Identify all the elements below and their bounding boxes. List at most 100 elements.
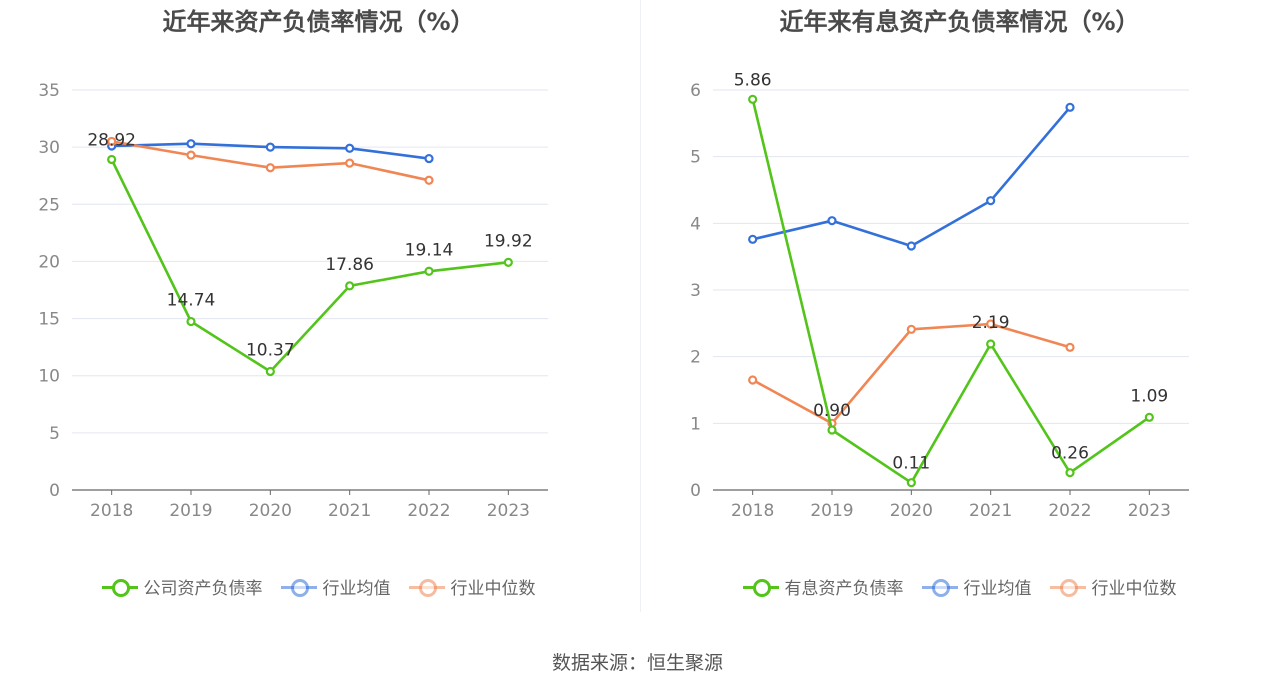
y-tick-label: 3 bbox=[690, 281, 701, 301]
data-label: 0.90 bbox=[813, 401, 851, 421]
x-tick-label: 2023 bbox=[1128, 501, 1171, 521]
chart-title: 近年来资产负债率情况（%） bbox=[162, 8, 475, 36]
x-tick-label: 2021 bbox=[328, 501, 371, 521]
panel-divider bbox=[640, 0, 641, 612]
data-point bbox=[186, 139, 196, 149]
data-point bbox=[345, 158, 355, 168]
data-label: 28.92 bbox=[87, 130, 136, 150]
legend-marker-icon bbox=[742, 577, 779, 597]
legend-label: 行业均值 bbox=[963, 579, 1032, 599]
y-tick-label: 25 bbox=[38, 195, 60, 215]
data-point bbox=[1065, 342, 1075, 352]
data-point bbox=[265, 142, 275, 152]
legend-label: 行业中位数 bbox=[450, 579, 536, 599]
chart-legend: 有息资产负债率 行业均值 行业中位数 bbox=[641, 574, 1275, 599]
data-point bbox=[345, 143, 355, 153]
data-point bbox=[107, 154, 117, 165]
data-point bbox=[827, 216, 837, 226]
data-point bbox=[906, 241, 916, 251]
data-point bbox=[107, 136, 117, 147]
x-tick-label: 2020 bbox=[890, 501, 933, 521]
legend-item[interactable]: 有息资产负债率 bbox=[742, 574, 904, 599]
y-tick-label: 5 bbox=[49, 424, 60, 444]
y-tick-label: 10 bbox=[38, 367, 60, 387]
x-tick-label: 2018 bbox=[90, 501, 133, 521]
legend-item[interactable]: 行业中位数 bbox=[1049, 574, 1177, 599]
data-source-footer: 数据来源：恒生聚源 bbox=[551, 652, 723, 674]
series-line bbox=[752, 106, 1071, 248]
y-tick-label: 30 bbox=[38, 138, 60, 158]
data-label: 19.14 bbox=[405, 240, 454, 260]
x-tick-label: 2019 bbox=[810, 501, 853, 521]
data-point bbox=[345, 281, 355, 291]
chart-svg-interest-liability: 0 1 2 3 4 5 6 2018 2019 2020 2021 2022 2023 5.86 0.90 0… bbox=[690, 70, 1189, 521]
data-point bbox=[424, 175, 434, 185]
y-tick-label: 15 bbox=[38, 310, 60, 330]
data-point bbox=[986, 339, 996, 349]
data-point bbox=[986, 319, 996, 329]
chart-legend: 公司资产负债率 行业均值 行业中位数 bbox=[0, 574, 637, 599]
data-point bbox=[424, 153, 434, 164]
data-label: 0.26 bbox=[1051, 444, 1089, 464]
y-tick-label: 20 bbox=[38, 252, 60, 272]
legend-label: 公司资产负债率 bbox=[143, 579, 263, 599]
legend-marker-icon bbox=[280, 577, 317, 597]
data-point bbox=[1144, 412, 1154, 422]
legend-item[interactable]: 行业中位数 bbox=[408, 574, 536, 599]
data-point bbox=[1065, 102, 1075, 112]
series-line bbox=[110, 158, 509, 373]
legend-marker-icon bbox=[101, 577, 138, 597]
legend-item[interactable]: 行业均值 bbox=[280, 574, 391, 599]
y-tick-label: 0 bbox=[690, 481, 701, 501]
y-tick-label: 35 bbox=[38, 81, 60, 101]
x-tick-label: 2022 bbox=[1048, 501, 1091, 521]
legend-marker-icon bbox=[1049, 577, 1086, 597]
data-label: 1.09 bbox=[1130, 386, 1168, 406]
legend-marker-icon bbox=[921, 577, 958, 597]
legend-label: 有息资产负债率 bbox=[784, 579, 904, 599]
data-label: 2.19 bbox=[972, 313, 1010, 333]
y-tick-label: 2 bbox=[690, 348, 701, 368]
data-point bbox=[906, 478, 916, 488]
data-point bbox=[906, 324, 916, 334]
data-point bbox=[424, 266, 434, 276]
y-tick-label: 4 bbox=[690, 214, 701, 234]
x-tick-label: 2020 bbox=[249, 501, 292, 521]
series-line bbox=[751, 98, 1151, 484]
chart-svg-asset-liability: 0 5 10 15 20 25 30 35 2018 2019 2020 2021 2022 2023 28… bbox=[38, 81, 548, 521]
data-point bbox=[503, 257, 513, 267]
data-point bbox=[265, 366, 275, 377]
chart-title: 近年来有息资产负债率情况（%） bbox=[779, 8, 1140, 36]
x-tick-label: 2021 bbox=[969, 501, 1012, 521]
legend-item[interactable]: 行业均值 bbox=[921, 574, 1032, 599]
data-label: 19.92 bbox=[484, 231, 533, 251]
data-label: 10.37 bbox=[246, 340, 295, 360]
chart-panel-interest-liability: 0 1 2 3 4 5 6 2018 2019 2020 2021 2022 2023 5.86 0.90 0… bbox=[641, 0, 1275, 620]
legend-item[interactable]: 公司资产负债率 bbox=[101, 574, 263, 599]
x-tick-label: 2022 bbox=[407, 501, 450, 521]
x-tick-label: 2019 bbox=[169, 501, 212, 521]
data-point bbox=[748, 94, 758, 104]
data-point bbox=[827, 425, 837, 435]
series-line bbox=[752, 322, 1071, 425]
legend-marker-icon bbox=[408, 577, 445, 597]
data-label: 14.74 bbox=[167, 291, 216, 311]
chart-panel-asset-liability: 0 5 10 15 20 25 30 35 2018 2019 2020 2021 2022 2023 28… bbox=[0, 0, 637, 620]
data-point bbox=[986, 196, 996, 206]
legend-label: 行业均值 bbox=[322, 579, 391, 599]
y-tick-label: 1 bbox=[690, 414, 701, 434]
data-point bbox=[265, 163, 275, 173]
x-tick-label: 2023 bbox=[487, 501, 530, 521]
data-label: 17.86 bbox=[325, 255, 374, 275]
x-tick-label: 2018 bbox=[731, 501, 774, 521]
data-label: 5.86 bbox=[734, 70, 772, 90]
data-point bbox=[186, 316, 196, 327]
data-point bbox=[748, 375, 758, 385]
data-label: 0.11 bbox=[892, 454, 930, 474]
y-tick-label: 6 bbox=[690, 81, 701, 101]
data-point bbox=[186, 150, 196, 160]
data-point bbox=[1065, 468, 1075, 478]
y-tick-label: 0 bbox=[49, 481, 60, 501]
y-tick-label: 5 bbox=[690, 148, 701, 168]
data-point bbox=[748, 234, 758, 244]
